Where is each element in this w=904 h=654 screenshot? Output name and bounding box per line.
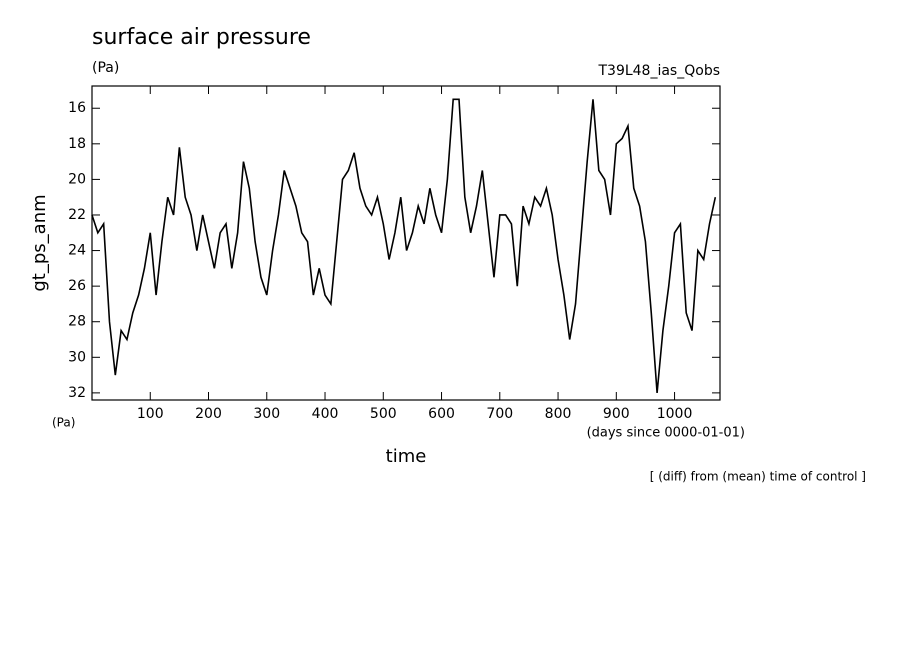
x-axis-label: time <box>386 446 427 467</box>
x-tick-label: 300 <box>253 406 280 422</box>
annotation: [ (diff) from (mean) time of control ] <box>650 470 866 484</box>
y-tick-label: 30 <box>68 349 86 365</box>
y-tick-label: 26 <box>68 278 86 294</box>
y-tick-label: 28 <box>68 314 86 330</box>
x-tick-label: 800 <box>545 406 572 422</box>
y-tick-label: 32 <box>68 385 86 401</box>
run-label: T39L48_ias_Qobs <box>597 63 720 79</box>
y-tick-label: 24 <box>68 243 86 259</box>
y-tick-label: 22 <box>68 207 86 223</box>
data-line <box>91 98 717 393</box>
x-tick-label: 100 <box>137 406 164 422</box>
x-unit: (days since 0000-01-01) <box>587 426 745 441</box>
x-tick-label: 700 <box>486 406 513 422</box>
y-axis-label: gt_ps_anm <box>29 194 50 291</box>
subtitle: (Pa) <box>92 60 119 76</box>
x-tick-label: 400 <box>312 406 339 422</box>
plot-frame <box>91 85 721 401</box>
x-tick-label: 200 <box>195 406 222 422</box>
x-tick-label: 1000 <box>657 406 693 422</box>
x-tick-label: 600 <box>428 406 455 422</box>
x-tick-label: 500 <box>370 406 397 422</box>
y-tick-label: 16 <box>68 100 86 116</box>
y-unit: (Pa) <box>52 416 75 430</box>
x-tick-label: 900 <box>603 406 630 422</box>
chart-title: surface air pressure <box>92 25 311 50</box>
y-tick-label: 20 <box>68 171 86 187</box>
y-tick-label: 18 <box>68 136 86 152</box>
